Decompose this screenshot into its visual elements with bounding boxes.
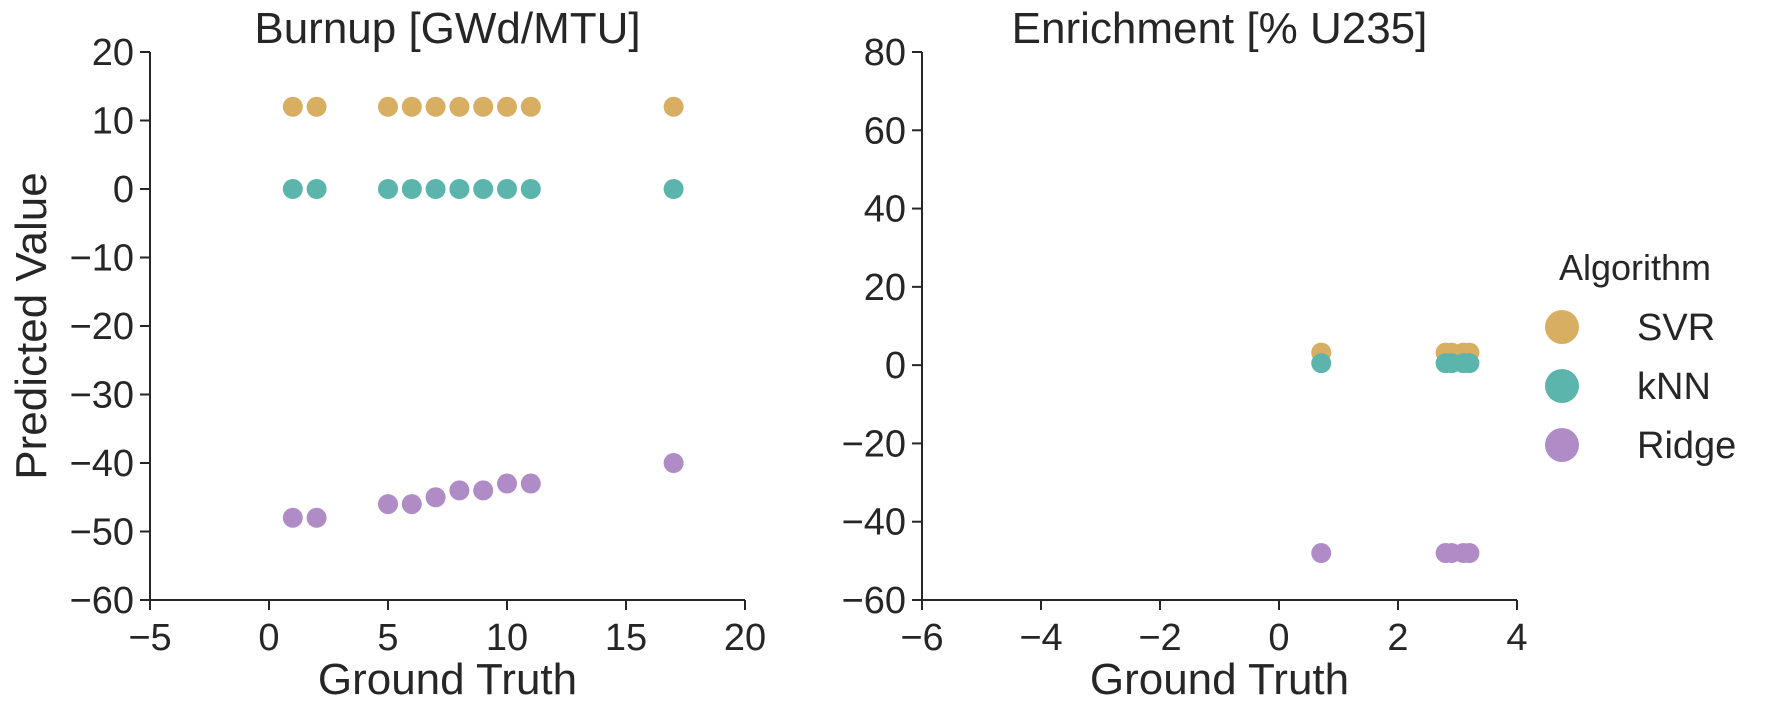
burnup-y-tick-label: 0 [113, 169, 134, 211]
burnup-point-ridge [378, 494, 398, 515]
burnup-point-ridge [520, 473, 541, 494]
burnup-point-ridge [401, 494, 422, 515]
enrichment-x-tick-label: 0 [1268, 617, 1289, 659]
enrichment-y-tick-label: −40 [842, 502, 906, 544]
enrichment-point-knn [1459, 353, 1480, 374]
burnup-x-tick-label: 20 [724, 617, 766, 659]
legend-label-ridge: Ridge [1637, 425, 1736, 467]
burnup-point-knn [425, 179, 446, 199]
enrichment-title: Enrichment [% U235] [1012, 4, 1428, 53]
burnup-point-knn [449, 179, 470, 199]
burnup-y-axis-title: Predicted Value [7, 172, 56, 479]
burnup-point-svr [282, 96, 303, 117]
burnup-title: Burnup [GWd/MTU] [254, 4, 640, 53]
legend: Algorithm SVR kNN Ridge [1545, 247, 1736, 467]
burnup-point-ridge [306, 507, 327, 528]
burnup-y-tick-label: −60 [70, 580, 134, 622]
enrichment-y-tick-label: 20 [864, 267, 906, 309]
burnup-point-ridge [449, 480, 470, 501]
burnup-y-tick-label: 10 [92, 101, 134, 143]
burnup-point-svr [401, 96, 422, 117]
burnup-x-tick-label: 5 [377, 617, 398, 659]
burnup-point-knn [282, 179, 303, 199]
burnup-y-tick-label: −40 [70, 443, 134, 485]
burnup-x-tick-label: 10 [486, 617, 528, 659]
burnup-y-tick-label: −20 [70, 306, 134, 348]
burnup-x-tick-label: −5 [128, 617, 171, 659]
burnup-point-svr [663, 96, 684, 117]
burnup-point-ridge [425, 487, 446, 508]
burnup-point-ridge [663, 453, 684, 473]
burnup-point-svr [449, 96, 470, 117]
enrichment-x-tick-label: 2 [1387, 617, 1408, 659]
burnup-y-tick-label: −10 [70, 238, 134, 280]
legend-marker-ridge [1545, 428, 1579, 462]
enrichment-y-tick-label: 60 [864, 110, 906, 152]
burnup-point-svr [425, 96, 446, 117]
burnup-x-axis-title: Ground Truth [318, 655, 577, 704]
burnup-y-tick-label: 20 [92, 32, 134, 74]
burnup-point-knn [520, 179, 541, 199]
burnup-y-tick-label: −30 [70, 375, 134, 417]
burnup-point-knn [306, 179, 327, 199]
enrichment-point-knn [1311, 353, 1332, 374]
enrichment-point-ridge [1311, 543, 1332, 564]
legend-marker-svr [1545, 310, 1579, 344]
burnup-point-ridge [473, 480, 494, 501]
burnup-y-tick-label: −50 [70, 512, 134, 554]
burnup-point-knn [497, 179, 517, 199]
burnup-point-svr [473, 96, 494, 117]
burnup-point-knn [473, 179, 494, 199]
burnup-point-knn [401, 179, 422, 199]
burnup-point-svr [520, 96, 541, 117]
enrichment-y-tick-label: −20 [842, 423, 906, 465]
enrichment-x-tick-label: −4 [1019, 617, 1062, 659]
enrichment-x-axis-title: Ground Truth [1090, 655, 1349, 704]
burnup-point-ridge [282, 507, 303, 528]
burnup-x-tick-label: 0 [258, 617, 279, 659]
burnup-point-svr [306, 96, 327, 117]
burnup-point-svr [497, 96, 517, 117]
legend-title: Algorithm [1559, 247, 1711, 288]
burnup-point-knn [663, 179, 684, 199]
enrichment-x-tick-label: −2 [1138, 617, 1181, 659]
legend-label-knn: kNN [1637, 366, 1711, 408]
enrichment-x-tick-label: −6 [900, 617, 943, 659]
enrichment-y-tick-label: 80 [864, 32, 906, 74]
enrichment-y-tick-label: −60 [842, 580, 906, 622]
enrichment-x-tick-label: 4 [1506, 617, 1527, 659]
enrichment-y-tick-label: 40 [864, 189, 906, 231]
burnup-point-svr [378, 96, 398, 117]
enrichment-y-tick-label: 0 [885, 345, 906, 387]
burnup-point-knn [378, 179, 398, 199]
burnup-point-ridge [497, 473, 517, 494]
enrichment-point-ridge [1459, 543, 1480, 564]
legend-label-svr: SVR [1637, 307, 1715, 349]
burnup-x-tick-label: 15 [605, 617, 647, 659]
legend-marker-knn [1545, 369, 1579, 403]
